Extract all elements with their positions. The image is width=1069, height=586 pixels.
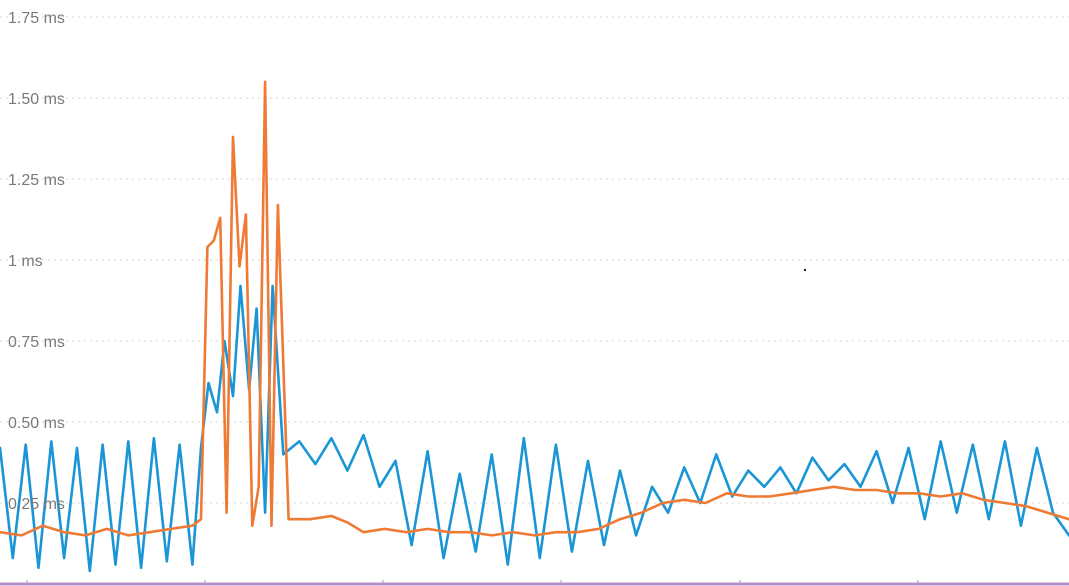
y-tick-label: 1 ms <box>8 253 43 270</box>
y-tick-label: 0.25 ms <box>8 496 65 513</box>
y-tick-label: 1.25 ms <box>8 172 65 189</box>
y-tick-label: 0.50 ms <box>8 415 65 432</box>
y-tick-label: 1.75 ms <box>8 10 65 27</box>
series-lines <box>0 80 1069 573</box>
stray-dot <box>803 268 807 272</box>
series-line-2 <box>0 80 1069 537</box>
y-tick-label: 1.50 ms <box>8 91 65 108</box>
x-axis <box>0 268 1069 586</box>
y-tick-label: 0.75 ms <box>8 334 65 351</box>
grid-lines <box>0 16 1069 504</box>
y-axis-tick-labels: 0.25 ms 0.50 ms 0.75 ms 1 ms 1.25 ms 1.50 ms 1… <box>8 10 65 513</box>
series-line-1 <box>0 284 1069 573</box>
